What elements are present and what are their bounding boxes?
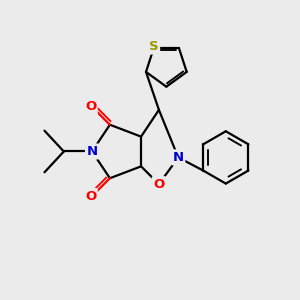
Text: N: N [86,145,98,158]
Text: O: O [153,178,164,191]
Text: N: N [173,151,184,164]
Text: S: S [149,40,159,53]
Text: O: O [85,190,96,202]
Text: O: O [85,100,96,113]
